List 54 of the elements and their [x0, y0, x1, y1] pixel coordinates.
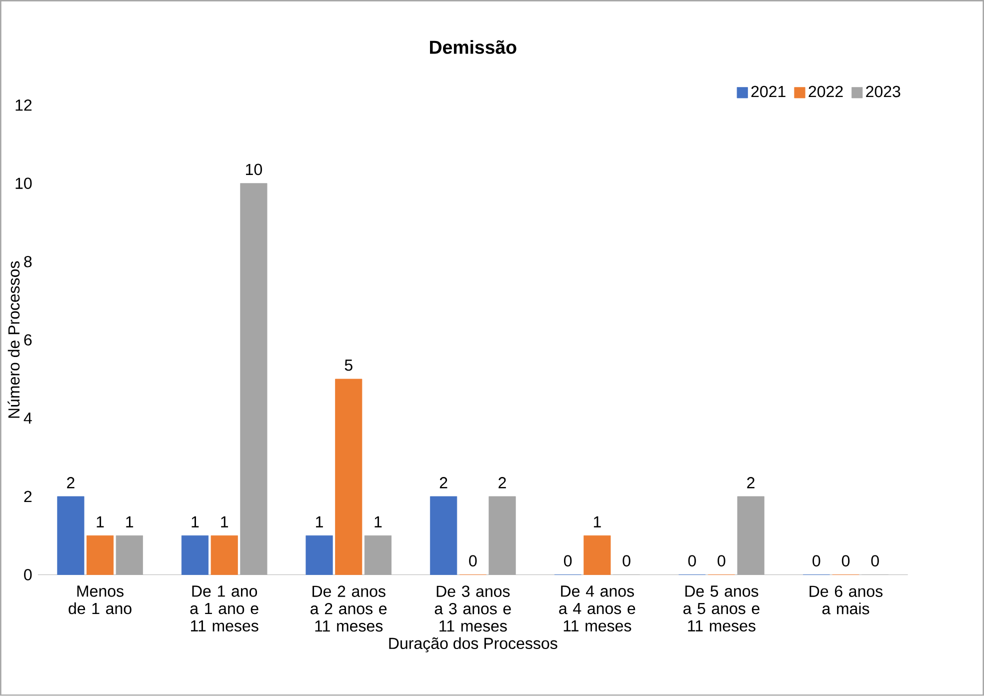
- y-tick-label: 8: [24, 256, 32, 268]
- bar: [488, 496, 516, 576]
- data-label: 0: [871, 555, 879, 567]
- data-label: 5: [344, 360, 352, 371]
- bar: [57, 496, 84, 576]
- data-label: 0: [842, 555, 850, 567]
- data-label: 0: [564, 555, 572, 567]
- data-label: 1: [316, 516, 323, 528]
- bar: [364, 535, 392, 576]
- bar: [306, 535, 333, 576]
- x-tick-label: De 2 anos a 2 anos e 11 meses: [310, 586, 387, 632]
- data-label: 0: [718, 555, 726, 567]
- data-label: 2: [747, 477, 754, 488]
- data-label: 0: [812, 555, 820, 567]
- data-label: 1: [594, 516, 601, 528]
- data-label: 1: [96, 516, 104, 528]
- data-label: 2: [440, 477, 448, 488]
- data-label: 1: [192, 516, 199, 528]
- bar: [335, 378, 362, 576]
- x-axis-title: Duração dos Processos: [389, 637, 558, 652]
- y-tick-label: 10: [16, 178, 32, 190]
- data-label: 0: [622, 555, 630, 567]
- bar: [240, 183, 268, 576]
- y-tick-label: 0: [24, 569, 32, 580]
- y-tick-label: 6: [24, 334, 32, 346]
- legend-label: 2023: [866, 86, 900, 98]
- data-label: 0: [469, 555, 477, 567]
- bar: [584, 535, 611, 576]
- x-tick-label: Menos de 1 ano: [68, 586, 132, 614]
- data-label: 2: [498, 477, 506, 488]
- y-tick-label: 12: [16, 100, 32, 111]
- x-tick-label: De 5 anos a 5 anos e 11 meses: [683, 586, 760, 632]
- y-axis-title: Número de Processos: [8, 261, 20, 418]
- bar: [210, 535, 238, 576]
- chart-title: Demissão: [430, 40, 516, 54]
- data-label: 0: [688, 555, 696, 567]
- y-tick-label: 4: [24, 412, 32, 424]
- x-tick-label: De 4 anos a 4 anos e 11 meses: [559, 586, 636, 632]
- bar: [116, 535, 143, 576]
- bar: [430, 496, 458, 576]
- data-label: 10: [246, 164, 262, 176]
- x-tick-label: De 6 anos a mais: [810, 586, 883, 614]
- bar: [86, 535, 114, 576]
- data-label: 1: [126, 516, 134, 528]
- y-tick-label: 2: [24, 490, 32, 502]
- bar: [737, 496, 764, 576]
- x-tick-label: De 1 ano a 1 ano e 11 meses: [190, 586, 258, 632]
- legend-label: 2021: [751, 86, 786, 98]
- data-label: 1: [374, 516, 382, 528]
- legend-label: 2022: [808, 86, 843, 98]
- data-label: 2: [67, 477, 74, 488]
- x-tick-label: De 3 anos a 3 anos e 11 meses: [434, 586, 511, 632]
- bar: [181, 535, 209, 576]
- data-label: 1: [221, 516, 228, 528]
